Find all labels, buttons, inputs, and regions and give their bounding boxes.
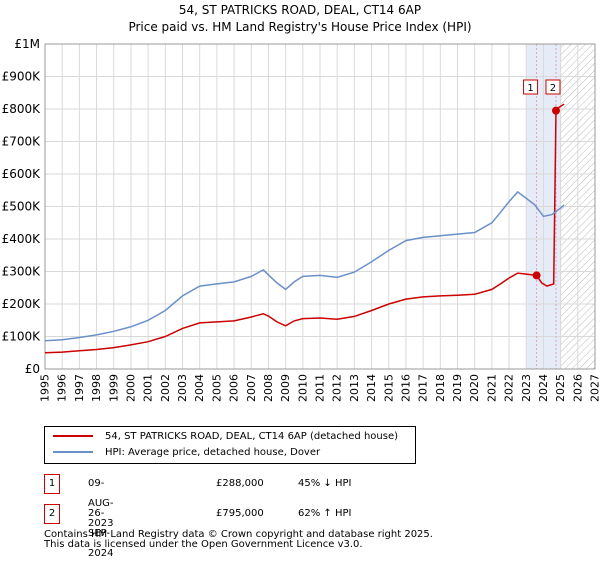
x-tick-label: 2006 [228, 374, 241, 402]
legend-label-hpi: HPI: Average price, detached house, Dove… [105, 447, 320, 458]
x-tick-label: 2005 [210, 374, 223, 402]
x-tick-label: 2020 [468, 374, 481, 402]
x-tick-label: 2019 [451, 374, 464, 402]
legend-label-property: 54, ST PATRICKS ROAD, DEAL, CT14 6AP (de… [105, 431, 398, 442]
legend-item-hpi: HPI: Average price, detached house, Dove… [53, 446, 320, 460]
x-tick-label: 2025 [554, 374, 567, 402]
y-tick-label: £0 [25, 362, 40, 376]
x-tick-label: 2001 [142, 374, 155, 402]
y-tick-label: £600K [2, 167, 42, 181]
y-tick-label: £500K [2, 200, 42, 214]
transaction-point [533, 271, 541, 279]
y-tick-label: £400K [2, 232, 42, 246]
x-tick-label: 1997 [73, 374, 86, 402]
x-tick-label: 2002 [159, 374, 172, 402]
x-tick-label: 2011 [314, 374, 327, 402]
chart-legend: 54, ST PATRICKS ROAD, DEAL, CT14 6AP (de… [44, 426, 416, 464]
price-chart: 1 2 £0 £100K £200K £300K £400K £500K £600K £700K £… [0, 0, 600, 420]
chart-subtitle: Price paid vs. HM Land Registry's House … [0, 19, 600, 36]
transaction-label: 2 [550, 83, 556, 94]
transaction-badge: 1 [44, 474, 60, 494]
x-tick-label: 1995 [39, 374, 52, 402]
x-tick-label: 2013 [348, 374, 361, 402]
x-tick-label: 2022 [503, 374, 516, 402]
y-tick-label: £200K [2, 297, 42, 311]
x-tick-label: 2012 [331, 374, 344, 402]
y-tick-label: £1M [14, 37, 40, 51]
transaction-price: £288,000 [216, 474, 264, 494]
y-tick-label: £700K [2, 135, 42, 149]
x-tick-label: 2021 [485, 374, 498, 402]
transaction-hpi: 45% ↓ HPI [298, 474, 351, 494]
x-tick-label: 2007 [245, 374, 258, 402]
x-tick-label: 2008 [262, 374, 275, 402]
y-tick-label: £800K [2, 102, 42, 116]
x-tick-label: 2027 [589, 374, 600, 402]
y-tick-label: £900K [2, 70, 42, 84]
y-tick-label: £100K [2, 330, 42, 344]
x-tick-label: 1998 [90, 374, 103, 402]
x-tick-label: 2014 [365, 374, 378, 402]
x-tick-label: 1999 [107, 374, 120, 402]
x-tick-label: 2000 [124, 374, 137, 402]
x-tick-label: 2023 [520, 374, 533, 402]
x-tick-label: 2015 [382, 374, 395, 402]
transaction-price: £795,000 [216, 504, 264, 524]
transaction-hpi: 62% ↑ HPI [298, 504, 351, 524]
legend-item-property: 54, ST PATRICKS ROAD, DEAL, CT14 6AP (de… [53, 430, 398, 444]
chart-title: 54, ST PATRICKS ROAD, DEAL, CT14 6AP [0, 2, 600, 19]
x-tick-label: 2017 [417, 374, 430, 402]
x-tick-label: 2010 [296, 374, 309, 402]
x-tick-label: 2016 [399, 374, 412, 402]
x-tick-label: 2018 [434, 374, 447, 402]
x-tick-label: 1996 [56, 374, 69, 402]
transaction-point [552, 107, 560, 115]
x-tick-label: 2003 [176, 374, 189, 402]
transaction-badge: 2 [44, 504, 60, 524]
legend-swatch-property [53, 435, 93, 437]
x-tick-label: 2024 [537, 374, 550, 402]
legend-swatch-hpi [53, 451, 93, 453]
footer: Contains HM Land Registry data © Crown c… [44, 530, 433, 550]
x-tick-label: 2009 [279, 374, 292, 402]
footer-licence: This data is licensed under the Open Gov… [44, 540, 433, 550]
transaction-label: 1 [527, 83, 533, 94]
chart-title-block: 54, ST PATRICKS ROAD, DEAL, CT14 6AP Pri… [0, 2, 600, 36]
y-tick-label: £300K [2, 265, 42, 279]
x-tick-label: 2004 [193, 374, 206, 402]
x-tick-label: 2026 [571, 374, 584, 402]
